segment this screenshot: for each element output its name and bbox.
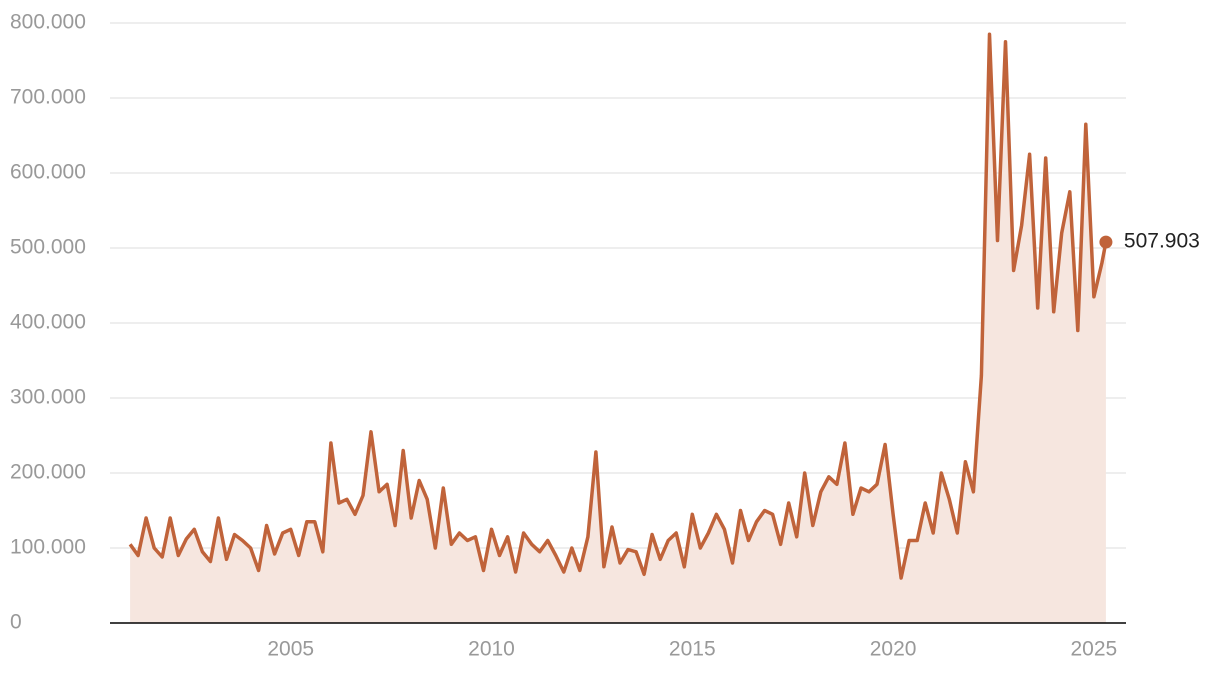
y-tick-label: 600.000: [10, 161, 86, 184]
value-label: 507.903: [1124, 230, 1200, 253]
y-tick-label: 500.000: [10, 236, 86, 259]
y-tick-label: 100.000: [10, 536, 86, 559]
x-tick-label: 2020: [870, 638, 917, 661]
y-tick-label: 200.000: [10, 461, 86, 484]
x-tick-label: 2015: [669, 638, 716, 661]
y-tick-label: 0: [10, 611, 22, 634]
x-tick-label: 2005: [267, 638, 314, 661]
y-tick-label: 800.000: [10, 11, 86, 34]
y-tick-label: 700.000: [10, 86, 86, 109]
line: [128, 32, 1108, 580]
area: [130, 34, 1106, 624]
x-tick-label: 2025: [1071, 638, 1118, 661]
end-marker: [1099, 235, 1113, 249]
y-tick-label: 400.000: [10, 311, 86, 334]
x-tick-label: 2010: [468, 638, 515, 661]
y-tick-label: 300.000: [10, 386, 86, 409]
